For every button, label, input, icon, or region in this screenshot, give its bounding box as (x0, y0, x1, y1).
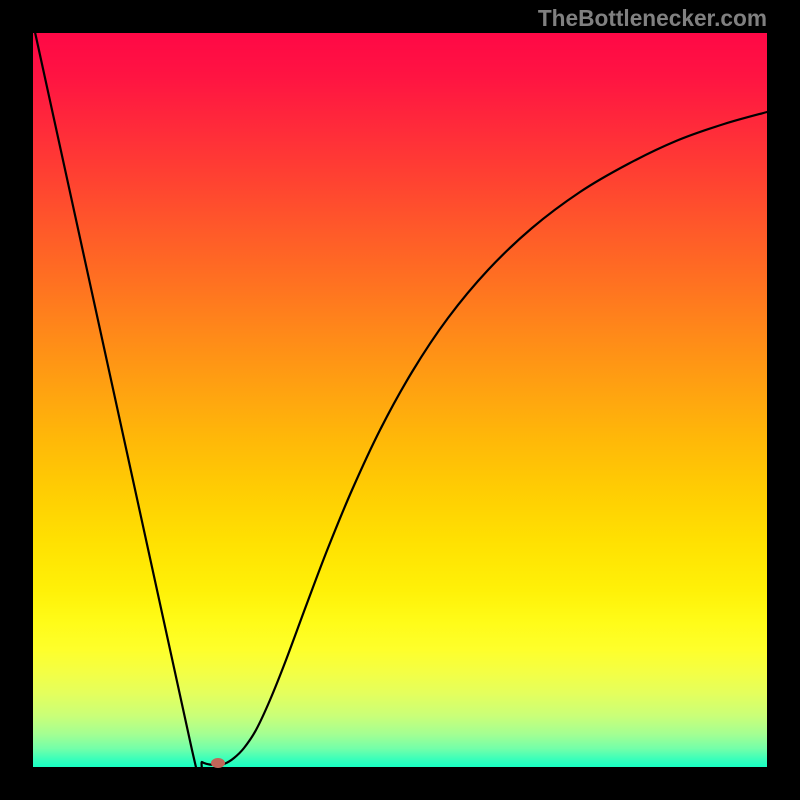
plot-area (33, 33, 767, 767)
border-left (0, 0, 33, 800)
chart-root: TheBottlenecker.com (0, 0, 800, 800)
optimum-marker (211, 758, 225, 768)
watermark-text: TheBottlenecker.com (538, 5, 767, 32)
border-right (767, 0, 800, 800)
border-bottom (0, 767, 800, 800)
